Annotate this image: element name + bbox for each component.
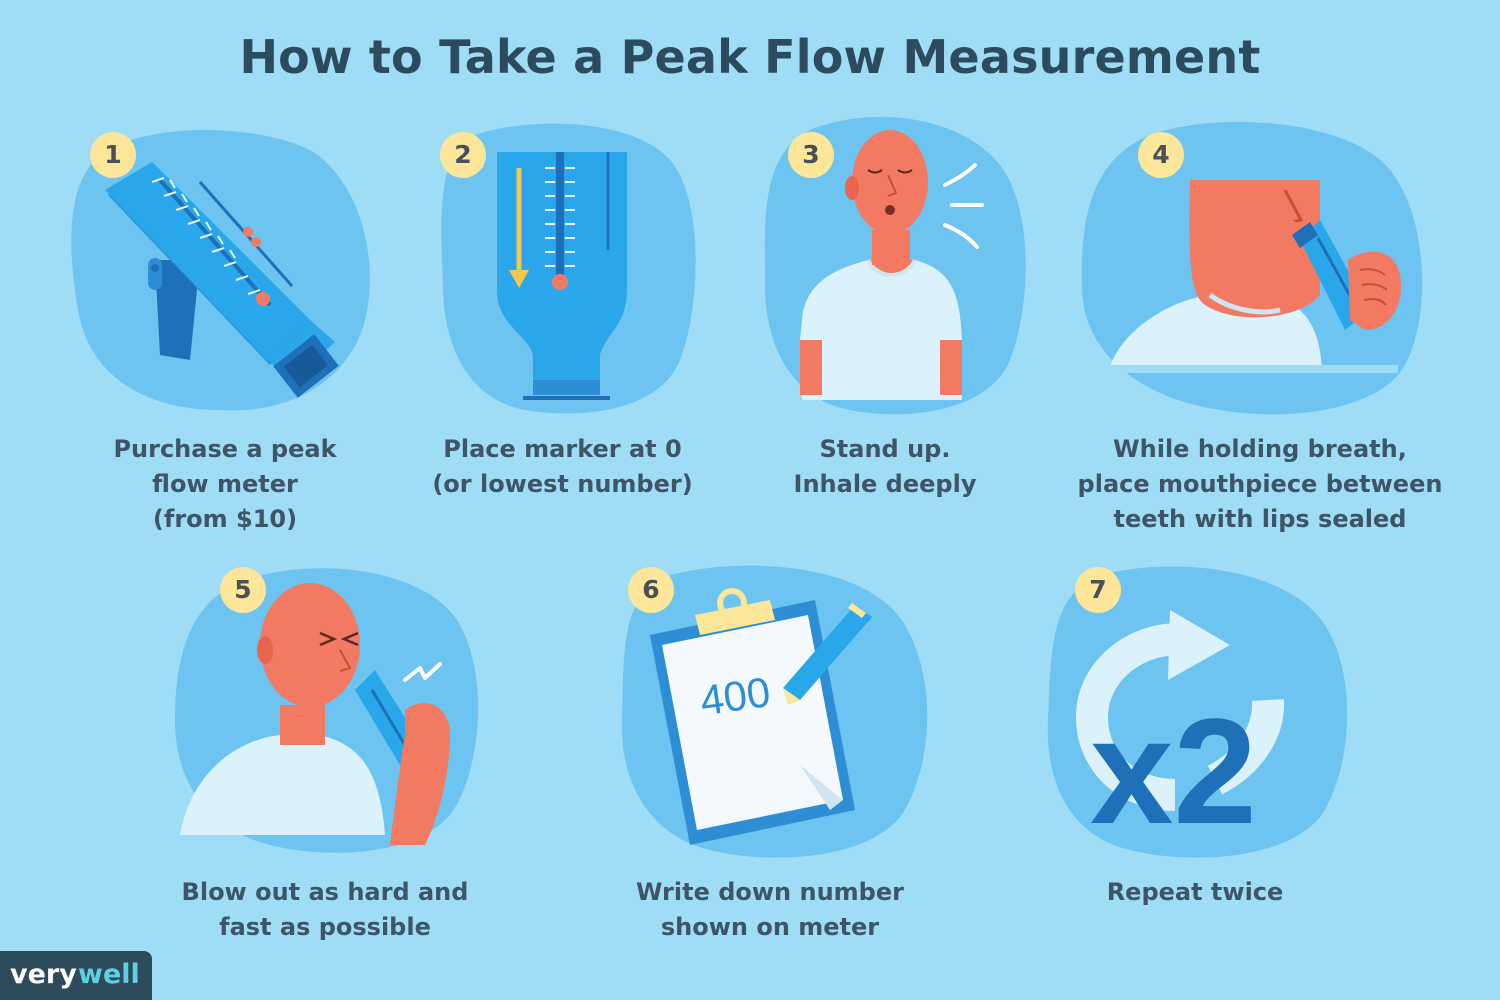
clipboard-reading: 400 (697, 668, 773, 724)
step-6-caption: Write down number shown on meter (600, 875, 940, 945)
step-1-caption-line: Purchase a peak (113, 435, 337, 463)
step-1-caption-line: (from $10) (152, 505, 298, 533)
page-title: How to Take a Peak Flow Measurement (239, 30, 1261, 84)
step-4-number-badge: 4 (1138, 132, 1184, 178)
step-7-caption: Repeat twice (1030, 875, 1360, 910)
verywell-logo: very well (0, 951, 152, 1000)
step-3-caption: Stand up. Inhale deeply (740, 432, 1030, 502)
logo-text-very: very (10, 959, 77, 990)
step-1: 1 Purchase a peak flow meter (from $10) (60, 110, 390, 540)
step-5-caption-line: fast as possible (219, 913, 431, 941)
step-5: 5 Blow out as hard and fast as possible (150, 555, 500, 955)
step-7: x2 7 Repeat twice (1030, 555, 1360, 955)
person-inhaling-illustration (764, 116, 1026, 415)
step-4-caption: While holding breath, place mouthpiece b… (1060, 432, 1460, 537)
person-blowing-illustration (175, 568, 479, 853)
step-2-caption-line: (or lowest number) (432, 470, 693, 498)
step-2: 2 Place marker at 0 (or lowest number) (415, 110, 710, 510)
step-7-caption-line: Repeat twice (1106, 878, 1284, 906)
step-4-caption-line: While holding breath, (1113, 435, 1407, 463)
step-3-caption-line: Inhale deeply (793, 470, 977, 498)
step-2-caption: Place marker at 0 (or lowest number) (415, 432, 710, 502)
step-3-number-badge: 3 (788, 132, 834, 178)
step-5-caption: Blow out as hard and fast as possible (150, 875, 500, 945)
step-7-number-badge: 7 (1075, 567, 1121, 613)
clipboard-illustration: 400 (621, 565, 928, 858)
mouthpiece-illustration (1081, 121, 1423, 415)
step-5-number-badge: 5 (220, 567, 266, 613)
step-1-caption-line: flow meter (152, 470, 298, 498)
step-3: 3 Stand up. Inhale deeply (740, 110, 1030, 510)
step-4: 4 While holding breath, place mouthpiece… (1060, 110, 1460, 540)
peak-flow-meter-illustration (71, 130, 370, 411)
step-1-number-badge: 1 (90, 132, 136, 178)
step-6: 400 6 Write down number shown on meter (600, 555, 940, 955)
repeat-count: x2 (1090, 687, 1257, 855)
meter-marker-illustration (441, 123, 696, 414)
step-2-caption-line: Place marker at 0 (443, 435, 682, 463)
step-3-caption-line: Stand up. (819, 435, 951, 463)
logo-text-well: well (78, 959, 140, 990)
step-6-number-badge: 6 (628, 567, 674, 613)
step-2-number-badge: 2 (440, 132, 486, 178)
step-6-caption-line: shown on meter (660, 913, 880, 941)
step-6-caption-line: Write down number (636, 878, 904, 906)
step-1-caption: Purchase a peak flow meter (from $10) (60, 432, 390, 537)
step-5-caption-line: Blow out as hard and (181, 878, 469, 906)
repeat-illustration: x2 (1047, 566, 1348, 858)
step-4-caption-line: teeth with lips sealed (1113, 505, 1407, 533)
step-4-caption-line: place mouthpiece between (1077, 470, 1443, 498)
